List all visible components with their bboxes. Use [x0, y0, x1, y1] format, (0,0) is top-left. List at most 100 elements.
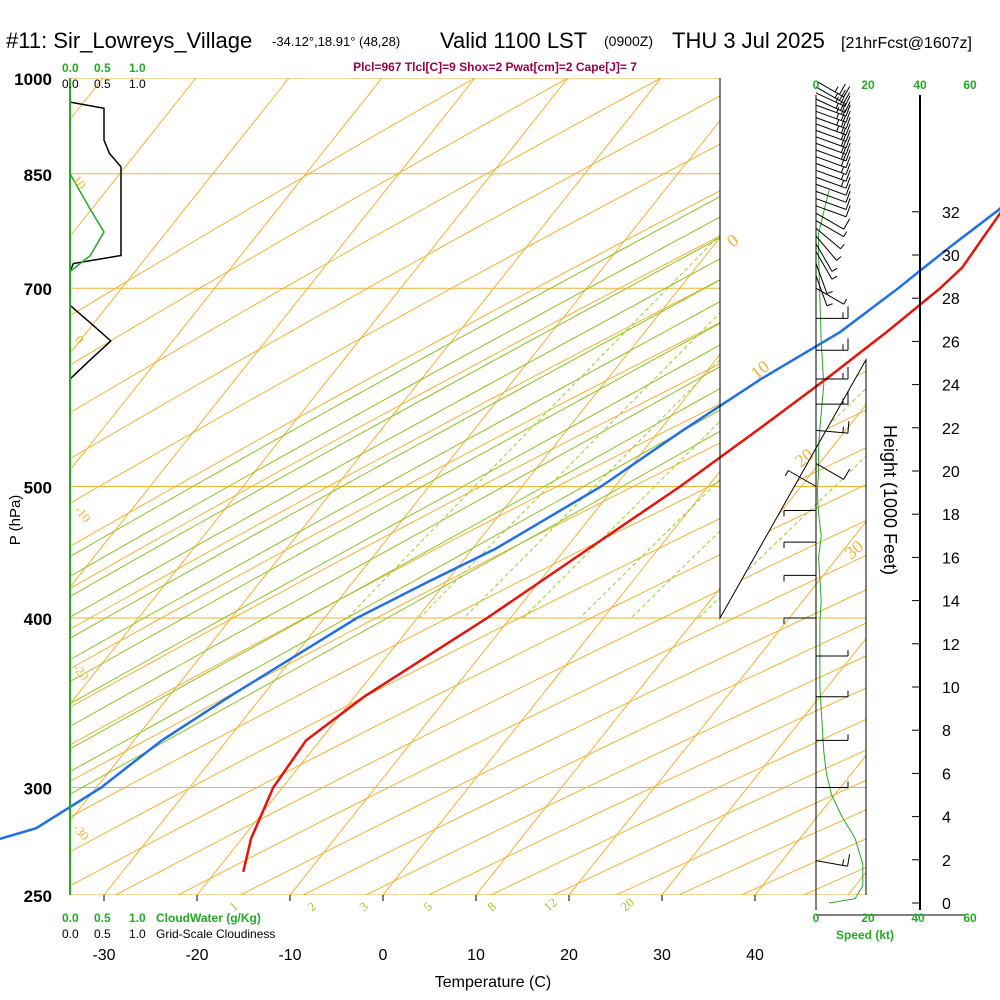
valid-utc: (0900Z) [604, 33, 653, 49]
isotherm-line [70, 78, 662, 895]
valid-time: Valid 1100 LST [440, 28, 587, 53]
wind-barb [815, 275, 833, 307]
wind-barb [816, 306, 849, 319]
pressure-tick-label: 400 [24, 610, 52, 629]
wind-barb [815, 92, 851, 107]
wind-barb [815, 220, 848, 238]
cloudwater-tick-top-2: 1.0 [129, 61, 146, 75]
wind-barb-staff [815, 429, 848, 434]
wind-barb [815, 227, 845, 250]
wind-barb-flag [840, 147, 846, 160]
cloudwater-tick-bottom-0: 0.0 [62, 911, 79, 925]
dry-adiabat-line [177, 78, 866, 895]
mixing-ratio-label: 2 [304, 899, 319, 915]
height-tick-label: 6 [942, 766, 951, 783]
wind-barb-staff [815, 212, 844, 230]
wind-barb [815, 154, 851, 169]
wind-barb [815, 141, 851, 155]
moist-adiabat-line [70, 78, 866, 895]
pressure-tick-label: 300 [24, 780, 52, 799]
speed-tick-top-40: 40 [913, 78, 927, 92]
wind-barb [815, 102, 851, 117]
wind-barb-halfflag [842, 426, 844, 433]
wind-barb [783, 574, 816, 582]
mixing-ratio-label: 3 [356, 899, 371, 915]
wind-barb-flag [840, 102, 846, 115]
wind-barb [815, 198, 851, 210]
wind-barb-flag [845, 129, 851, 142]
isotherm-line [475, 78, 866, 895]
temp-tick-label: -20 [185, 947, 208, 964]
wind-barb-staff [815, 86, 844, 104]
moist-adiabat-line [70, 78, 866, 819]
wind-barb-flag [845, 156, 851, 168]
wind-barb-staff [815, 462, 844, 480]
temp-tick-label: 40 [746, 947, 764, 964]
wind-barb-flag [843, 218, 851, 230]
wind-barb-flag [840, 154, 846, 167]
cloudiness-upper-line [69, 304, 112, 380]
height-tick-label: 14 [942, 594, 960, 611]
isotherm-line [754, 78, 866, 895]
mixing-ratio-label: 12 [540, 894, 560, 914]
dry-adiabat-line [741, 78, 866, 895]
isotherm-line [70, 78, 383, 895]
height-tick-label: 28 [942, 291, 960, 308]
wind-barb-staff [815, 275, 828, 306]
wind-barb-staff [815, 80, 844, 98]
pressure-tick-label: 850 [24, 166, 52, 185]
wind-barb [816, 367, 849, 380]
isotherm-label: 20 [791, 444, 818, 471]
speed-tick-top-0: 0 [813, 78, 820, 92]
pressure-tick-label: 250 [24, 887, 52, 906]
height-tick-label: 8 [942, 723, 951, 740]
stability-indices: Plcl=967 Tlcl[C]=9 Shox=2 Pwat[cm]=2 Cap… [353, 60, 637, 74]
wind-barb-flag [845, 190, 851, 203]
wind-barb-staff [815, 92, 846, 107]
isotherm-label: 30 [841, 536, 868, 563]
dry-adiabat-line [70, 78, 866, 895]
speed-tick-top-60: 60 [963, 78, 977, 92]
sounding-profiles [0, 78, 1000, 873]
wind-barb-staff [815, 98, 846, 113]
wind-barb-flag [845, 123, 851, 136]
wind-barb-flag [844, 101, 851, 113]
wind-barb-staff [815, 183, 847, 196]
wind-barb-flag [847, 854, 851, 867]
dry-adiabat-line [70, 78, 662, 895]
wind-barb-halfflag [834, 92, 839, 99]
wind-barb-halfflag [836, 256, 842, 261]
mixing-ratio-line [579, 78, 866, 619]
cloudwater-label: CloudWater (g/Kg) [156, 911, 261, 925]
cloudiness-tick-top-2: 1.0 [129, 77, 146, 91]
forecast-run: [21hrFcst@1607z] [841, 35, 972, 52]
dewpoint-line [0, 206, 1000, 841]
pressure-tick-label: 1000 [14, 70, 52, 89]
pressure-tick-label: 500 [24, 479, 52, 498]
dry-adiabat-label: -10 [72, 502, 95, 525]
wind-barb [783, 541, 816, 549]
isotherm-line [847, 78, 866, 895]
wind-barb-flag [845, 110, 851, 123]
wind-barb-flag [840, 93, 846, 105]
wind-barb [816, 650, 849, 657]
wind-barb-staff [788, 470, 817, 487]
dry-adiabat-label: -30 [70, 820, 93, 843]
wind-barb [815, 190, 851, 203]
wind-barb [815, 98, 851, 113]
wind-barb-halfflag [834, 86, 839, 93]
dry-adiabat-line [70, 78, 569, 895]
isotherm-line [70, 78, 290, 895]
height-tick-label: 24 [942, 378, 960, 395]
dry-adiabat-line [115, 78, 866, 895]
dry-adiabat-line [70, 78, 866, 895]
wind-barb-flag [847, 421, 850, 434]
wind-barb [815, 183, 851, 196]
isotherm-label: 10 [747, 356, 774, 383]
isotherm-label: 0 [723, 230, 743, 251]
wind-barb-flag [845, 104, 851, 117]
isotherm-line [70, 78, 197, 895]
temp-tick-label: -10 [278, 947, 301, 964]
wind-barb-halfflag [826, 291, 833, 295]
